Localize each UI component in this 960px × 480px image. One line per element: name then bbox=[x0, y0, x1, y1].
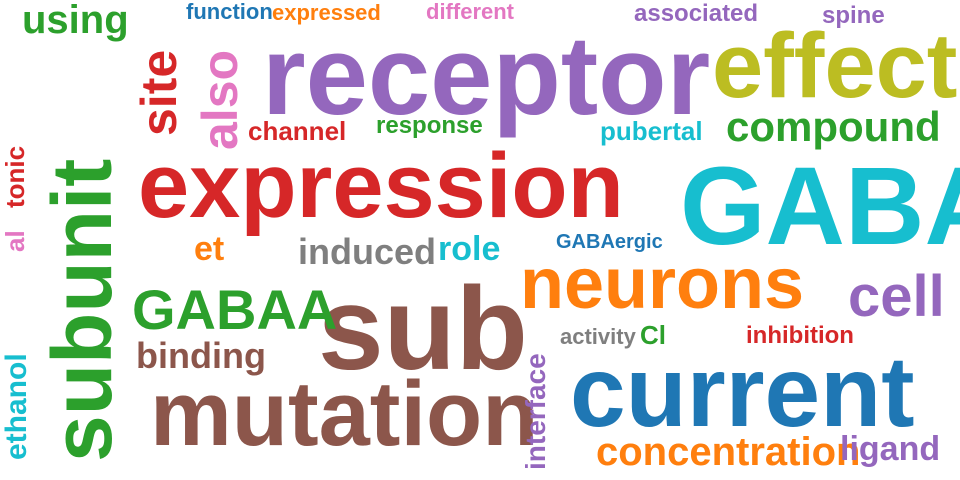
word-mutation: mutation bbox=[150, 363, 539, 465]
word-using: using bbox=[22, 0, 129, 42]
word-effect: effect bbox=[712, 15, 958, 117]
word-gabaergic: GABAergic bbox=[556, 231, 663, 253]
word-expressed: expressed bbox=[272, 0, 381, 25]
word-ethanol: ethanol bbox=[0, 353, 33, 460]
word-activity: activity bbox=[560, 324, 636, 349]
word-also: also bbox=[192, 49, 248, 150]
word-sub: sub bbox=[318, 263, 528, 395]
word-response: response bbox=[376, 112, 483, 139]
word-gabaa: GABAA bbox=[132, 278, 338, 341]
word-expression: expression bbox=[138, 135, 624, 237]
word-neurons: neurons bbox=[520, 244, 805, 324]
word-tonic: tonic bbox=[0, 145, 30, 208]
word-associated: associated bbox=[634, 0, 759, 27]
word-current: current bbox=[570, 336, 915, 448]
word-induced: induced bbox=[298, 231, 437, 272]
word-inhibition: inhibition bbox=[746, 322, 854, 349]
word-concentration: concentration bbox=[596, 430, 861, 474]
word-receptor: receptor bbox=[262, 13, 711, 138]
word-function: function bbox=[186, 0, 273, 24]
word-interface: interface bbox=[520, 353, 551, 470]
word-binding: binding bbox=[136, 335, 266, 376]
word-compound: compound bbox=[726, 103, 941, 150]
word-gaba: GABA bbox=[680, 145, 960, 268]
word-al: al bbox=[0, 230, 30, 252]
word-role: role bbox=[438, 230, 501, 268]
word-channel: channel bbox=[248, 116, 347, 146]
word-pubertal: pubertal bbox=[600, 116, 703, 146]
word-et: et bbox=[194, 230, 225, 268]
word-different: different bbox=[426, 0, 514, 24]
word-subunit: subunit bbox=[35, 158, 129, 462]
word-ligand: ligand bbox=[840, 430, 941, 468]
word-cl: Cl bbox=[640, 320, 666, 350]
word-spine: spine bbox=[822, 2, 885, 29]
word-cell: cell bbox=[848, 264, 945, 329]
word-site: site bbox=[131, 49, 187, 136]
